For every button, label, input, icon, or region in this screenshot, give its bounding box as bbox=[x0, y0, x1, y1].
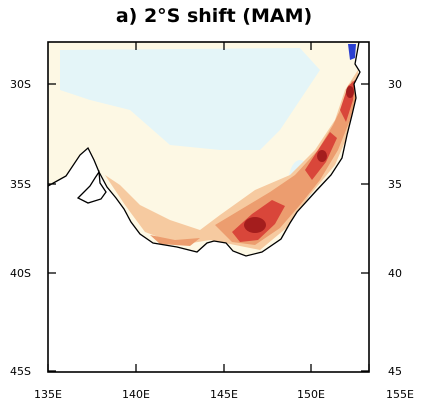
lat-tick-label: 30S bbox=[10, 78, 31, 91]
lat-tick-label: 35S bbox=[10, 178, 31, 191]
blue-region bbox=[348, 44, 356, 60]
mainland-coastline bbox=[47, 41, 361, 257]
map-frame bbox=[47, 41, 370, 373]
orange-region bbox=[150, 235, 200, 246]
lon-tick-labels: 135E 140E 145E 150E 155E bbox=[34, 388, 414, 401]
coastline bbox=[47, 41, 361, 257]
dark-red-region bbox=[244, 217, 266, 233]
gulf-peninsula-coastline bbox=[76, 170, 107, 204]
lon-ticks-bottom bbox=[47, 364, 370, 372]
lon-tick-label: 145E bbox=[210, 388, 238, 401]
lat-tick-label-right: 35 bbox=[388, 178, 402, 191]
land-shading bbox=[48, 42, 360, 256]
lat-tick-label-right: 30 bbox=[388, 78, 402, 91]
lat-tick-label-right: 40 bbox=[388, 267, 402, 280]
lat-tick-label-right: 45 bbox=[388, 365, 402, 378]
lon-tick-label: 135E bbox=[34, 388, 62, 401]
lat-ticks-left bbox=[48, 83, 56, 372]
lon-tick-label: 155E bbox=[386, 388, 414, 401]
orange-region bbox=[215, 80, 358, 245]
lat-tick-label: 40S bbox=[10, 267, 31, 280]
lon-tick-label: 150E bbox=[297, 388, 325, 401]
lat-ticks-right bbox=[361, 83, 369, 372]
map-title: a) 2°S shift (MAM) bbox=[115, 5, 313, 27]
dark-red-region bbox=[317, 150, 327, 162]
pale-cyan-region bbox=[60, 48, 320, 150]
lat-tick-label: 45S bbox=[10, 365, 31, 378]
lat-tick-labels-left: 30S 35S 40S 45S bbox=[10, 78, 31, 378]
dark-red-region bbox=[346, 86, 354, 98]
lon-tick-label: 140E bbox=[122, 388, 150, 401]
lat-tick-labels-right: 30 35 40 45 bbox=[388, 78, 402, 378]
lon-ticks-top bbox=[135, 42, 312, 50]
